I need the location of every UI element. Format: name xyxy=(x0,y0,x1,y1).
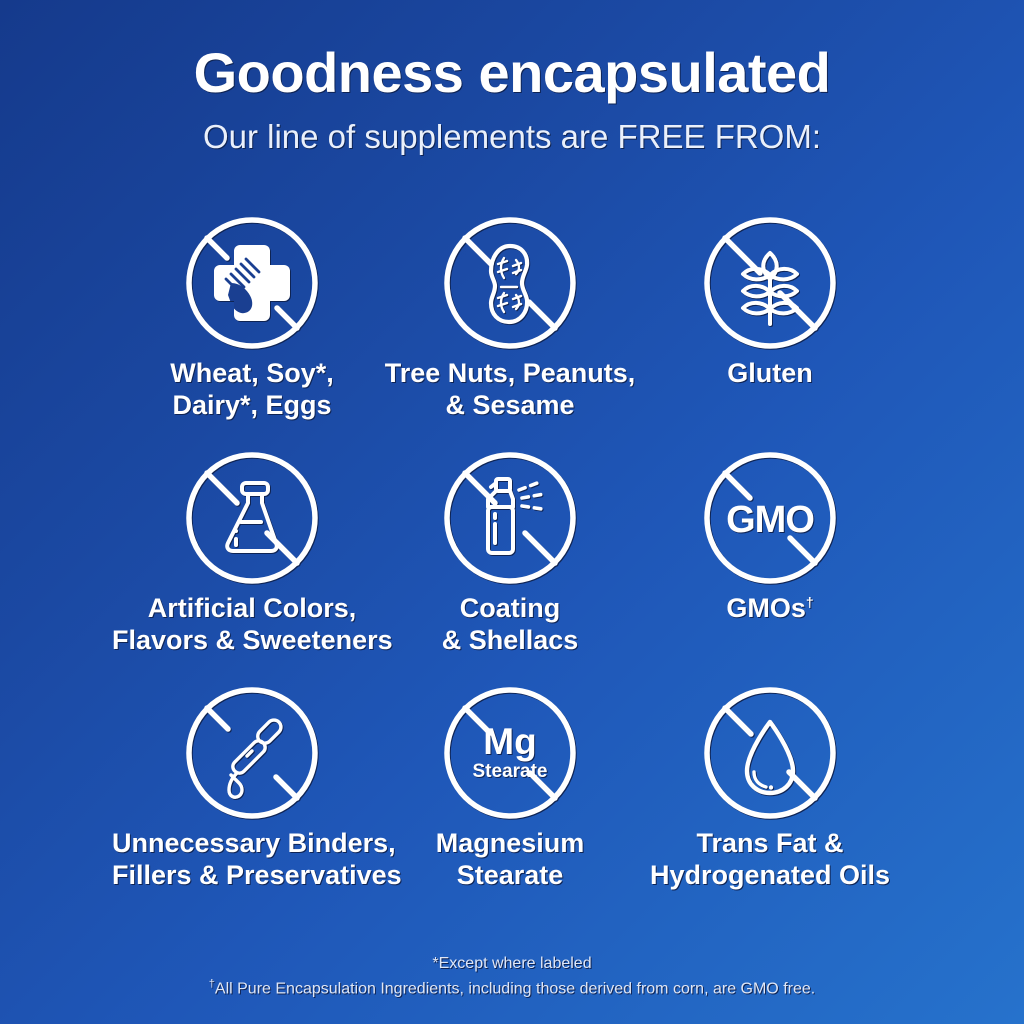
svg-text:GMO: GMO xyxy=(726,499,814,541)
svg-text:Mg: Mg xyxy=(483,721,536,762)
